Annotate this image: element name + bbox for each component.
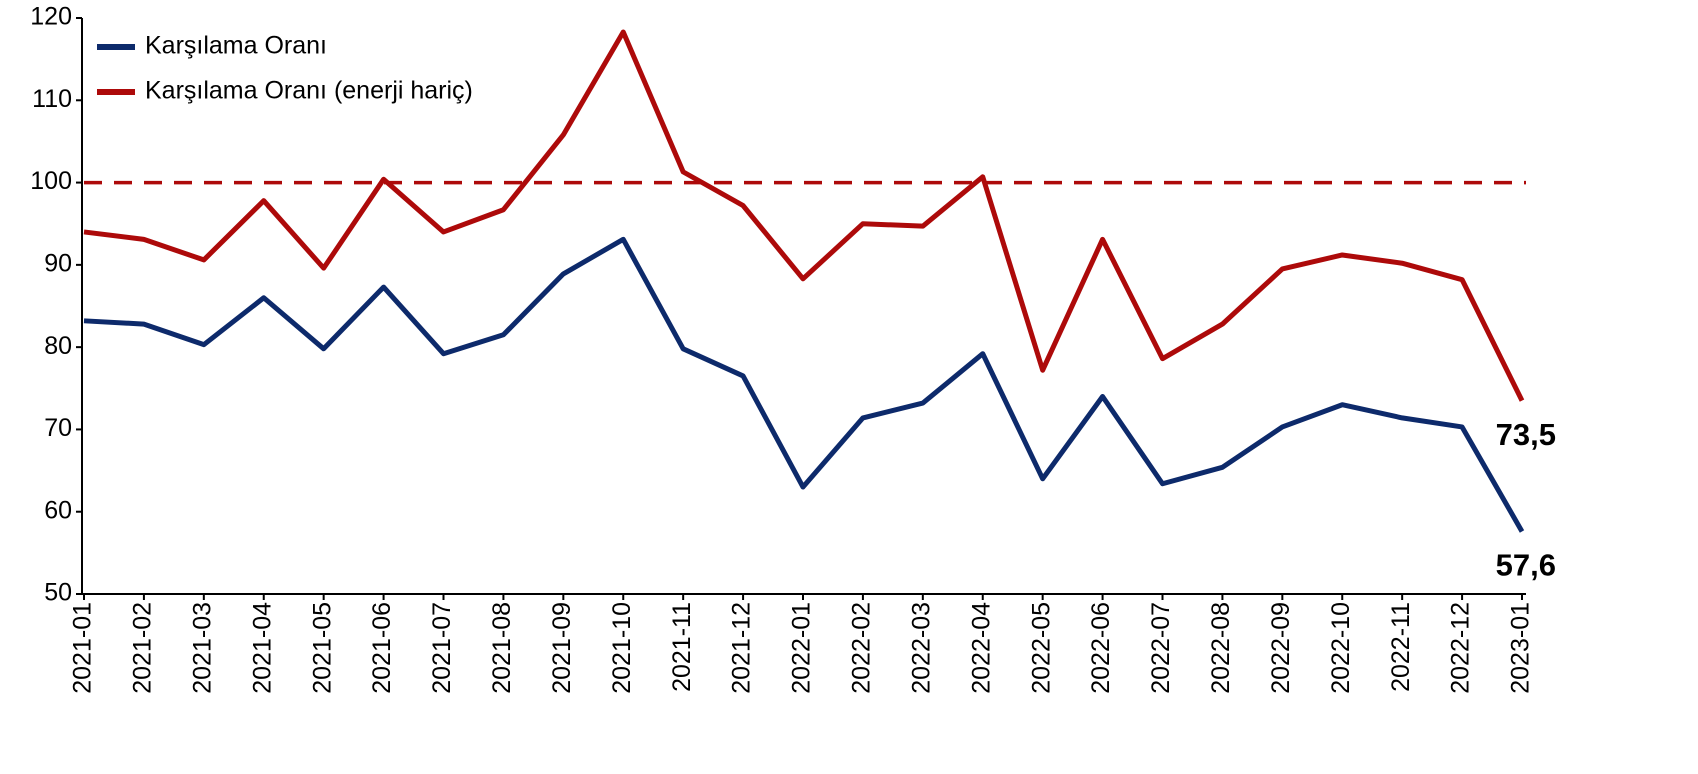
x-tick-label: 2022-08 bbox=[1207, 602, 1235, 694]
x-tick-label: 2023-01 bbox=[1507, 602, 1535, 694]
legend-label: Karşılama Oranı (enerji hariç) bbox=[145, 77, 473, 105]
x-tick-label: 2021-03 bbox=[188, 602, 216, 694]
x-tick-label: 2022-02 bbox=[848, 602, 876, 694]
x-tick-label: 2021-04 bbox=[248, 602, 276, 694]
x-tick-label: 2021-12 bbox=[728, 602, 756, 694]
line-series bbox=[83, 236, 1525, 533]
x-tick-label: 2021-01 bbox=[69, 602, 97, 694]
y-tick-label: 110 bbox=[32, 85, 72, 113]
x-tick-label: 2022-06 bbox=[1087, 602, 1115, 694]
data-label: 73,5 bbox=[1496, 417, 1556, 452]
x-tick-label: 2021-10 bbox=[608, 602, 636, 694]
y-tick-label: 80 bbox=[44, 332, 72, 360]
x-tick-label: 2021-05 bbox=[308, 602, 336, 694]
x-tick-label: 2021-09 bbox=[548, 602, 576, 694]
legend-label: Karşılama Oranı bbox=[145, 32, 327, 60]
x-tick-label: 2022-10 bbox=[1327, 602, 1355, 694]
x-tick-label: 2022-05 bbox=[1027, 602, 1055, 694]
x-tick-label: 2022-12 bbox=[1447, 602, 1475, 694]
y-tick-label: 70 bbox=[44, 414, 72, 442]
y-tick-label: 120 bbox=[30, 3, 72, 31]
x-tick-label: 2021-02 bbox=[129, 602, 157, 694]
x-tick-label: 2021-08 bbox=[488, 602, 516, 694]
data-label: 57,6 bbox=[1496, 548, 1556, 583]
x-tick-label: 2022-07 bbox=[1147, 602, 1175, 694]
y-tick-label: 60 bbox=[44, 496, 72, 524]
y-tick-label: 50 bbox=[44, 579, 72, 607]
y-tick-label: 100 bbox=[30, 167, 72, 195]
y-tick-label: 90 bbox=[44, 249, 72, 277]
x-tick-label: 2022-03 bbox=[907, 602, 935, 694]
x-tick-label: 2022-01 bbox=[788, 602, 816, 694]
line-series bbox=[83, 29, 1525, 402]
x-tick-label: 2021-07 bbox=[428, 602, 456, 694]
x-tick-label: 2021-11 bbox=[668, 602, 696, 692]
x-tick-label: 2022-11 bbox=[1387, 602, 1415, 692]
x-tick-label: 2021-06 bbox=[368, 602, 396, 694]
x-tick-label: 2022-09 bbox=[1267, 602, 1295, 694]
x-tick-label: 2022-04 bbox=[967, 602, 995, 694]
